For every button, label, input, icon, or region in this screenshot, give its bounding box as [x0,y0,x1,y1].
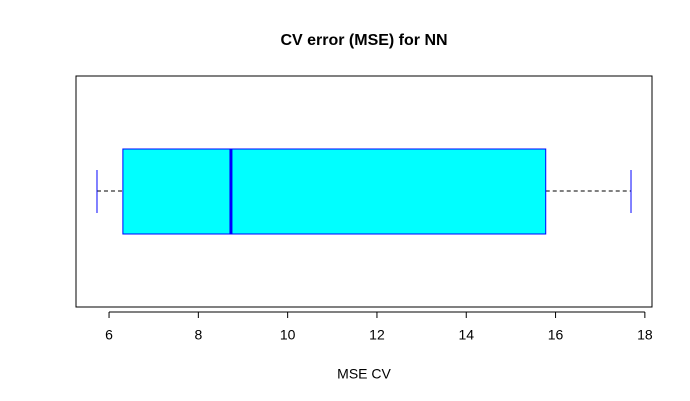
x-tick-label: 18 [637,327,653,343]
chart-title: CV error (MSE) for NN [280,32,447,49]
x-tick-label: 6 [105,327,113,343]
x-axis-label: MSE CV [337,366,391,382]
box [122,148,547,235]
x-tick-label: 10 [280,327,296,343]
x-tick-label: 8 [194,327,202,343]
x-tick-label: 16 [548,327,564,343]
x-tick-label: 12 [369,327,385,343]
plot-frame [75,75,653,308]
x-tick-label: 14 [458,327,474,343]
